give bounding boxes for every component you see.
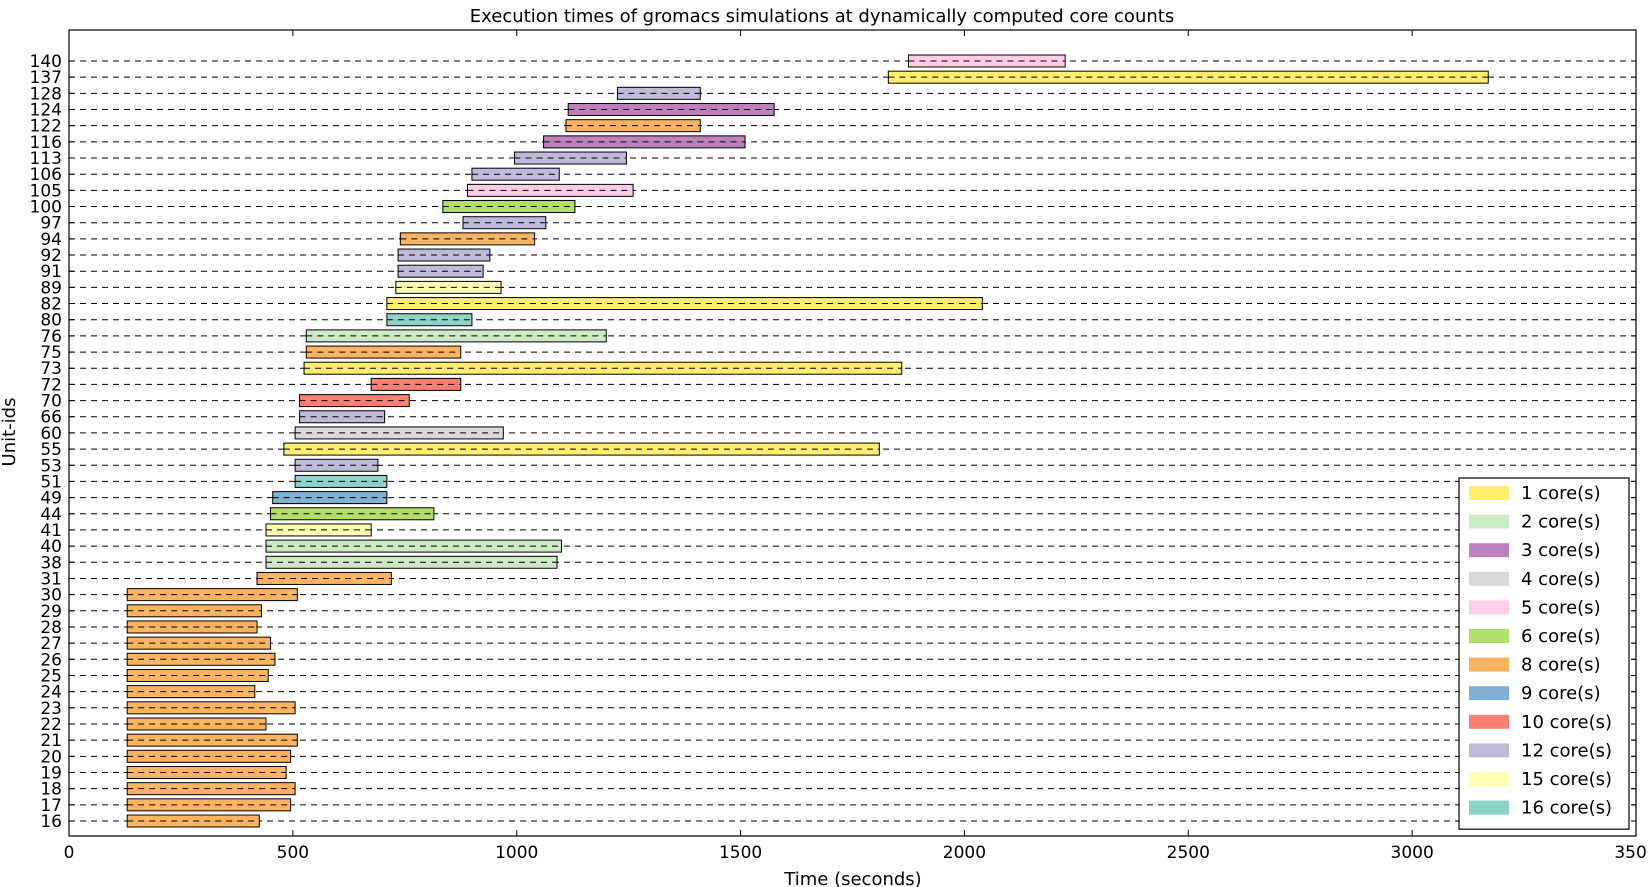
y-tick-label: 49 [40, 489, 62, 509]
y-tick-label: 140 [30, 52, 62, 72]
y-tick-label: 53 [40, 456, 62, 476]
y-tick-label: 26 [40, 650, 62, 670]
legend-label: 6 core(s) [1521, 626, 1601, 647]
y-tick-label: 76 [40, 327, 62, 347]
y-tick-label: 19 [40, 763, 62, 783]
y-tick-label: 124 [30, 101, 62, 121]
y-tick-label: 17 [40, 796, 62, 816]
legend-swatch [1469, 714, 1509, 729]
x-tick-label: 3500 [1614, 843, 1648, 863]
y-tick-label: 20 [40, 747, 62, 767]
legend-swatch [1469, 571, 1509, 586]
y-tick-label: 91 [40, 262, 62, 282]
y-tick-label: 22 [40, 715, 62, 735]
y-tick-label: 80 [40, 311, 62, 331]
x-tick-label: 2000 [943, 843, 986, 863]
y-tick-label: 40 [40, 537, 62, 557]
legend-label: 12 core(s) [1521, 740, 1612, 761]
x-tick-label: 2500 [1167, 843, 1210, 863]
x-tick-label: 0 [64, 843, 75, 863]
bar-unit-24 [126, 685, 256, 699]
y-tick-label: 89 [40, 278, 62, 298]
legend-box [1458, 477, 1630, 830]
y-tick-label: 27 [40, 634, 62, 654]
y-tick-label: 82 [40, 295, 62, 315]
y-tick-label: 60 [40, 424, 62, 444]
legend-label: 3 core(s) [1521, 540, 1601, 561]
legend-swatch [1469, 514, 1509, 529]
legend-swatch [1469, 486, 1509, 500]
legend-swatch [1469, 629, 1509, 643]
y-tick-label: 31 [40, 569, 62, 589]
x-tick-label: 1000 [495, 843, 538, 863]
y-tick-label: 122 [30, 117, 62, 137]
y-tick-label: 92 [40, 246, 62, 266]
y-tick-label: 73 [40, 359, 62, 379]
y-tick-label: 97 [40, 214, 62, 234]
legend-swatch [1469, 600, 1509, 615]
legend-swatch [1469, 686, 1509, 701]
y-tick-label: 106 [30, 165, 62, 185]
y-tick-label: 51 [40, 472, 62, 492]
x-axis-label: Time (seconds) [783, 869, 921, 887]
y-tick-label: 128 [30, 84, 62, 104]
y-tick-label: 16 [40, 812, 62, 832]
x-tick-label: 500 [277, 843, 309, 863]
x-tick-label: 1500 [719, 843, 762, 863]
y-tick-label: 94 [40, 230, 62, 250]
legend-label: 16 core(s) [1521, 798, 1612, 819]
y-tick-label: 137 [30, 68, 62, 88]
y-tick-label: 113 [30, 149, 62, 169]
y-tick-label: 100 [30, 198, 62, 218]
y-tick-label: 30 [40, 586, 62, 606]
y-tick-label: 28 [40, 618, 62, 638]
legend-label: 5 core(s) [1521, 597, 1601, 618]
y-tick-label: 38 [40, 553, 62, 573]
y-tick-label: 105 [30, 181, 62, 201]
y-tick-label: 29 [40, 602, 62, 622]
legend-swatch [1469, 743, 1509, 758]
plot-area: 1617181920212223242526272829303138404144… [30, 29, 1648, 863]
y-tick-label: 55 [40, 440, 62, 460]
y-tick-label: 72 [40, 375, 62, 395]
legend-swatch [1469, 543, 1509, 558]
legend-label: 4 core(s) [1521, 569, 1601, 590]
legend: 1 core(s) 2 core(s) 3 core(s) 4 core(s) 5 co… [1458, 477, 1630, 830]
y-axis-label: Unit-ids [0, 398, 20, 467]
legend-label: 8 core(s) [1521, 655, 1601, 676]
y-tick-label: 44 [40, 505, 62, 525]
legend-swatch [1469, 800, 1509, 815]
y-tick-label: 70 [40, 392, 62, 412]
plot-frame [68, 29, 1637, 837]
legend-swatch [1469, 657, 1509, 672]
y-tick-label: 23 [40, 699, 62, 719]
x-tick-label: 3000 [1391, 843, 1434, 863]
legend-swatch [1469, 772, 1509, 786]
y-tick-label: 116 [30, 133, 62, 153]
y-tick-label: 24 [40, 683, 62, 703]
legend-label: 2 core(s) [1521, 512, 1601, 533]
y-tick-label: 75 [40, 343, 62, 363]
chart-title: Execution times of gromacs simulations a… [470, 6, 1174, 27]
y-tick-label: 66 [40, 408, 62, 428]
legend-label: 1 core(s) [1521, 483, 1601, 504]
legend-label: 10 core(s) [1521, 712, 1612, 733]
y-tick-label: 25 [40, 666, 62, 686]
legend-label: 9 core(s) [1521, 683, 1601, 704]
y-tick-label: 18 [40, 780, 62, 800]
y-tick-label: 41 [40, 521, 62, 541]
legend-label: 15 core(s) [1521, 769, 1612, 790]
y-tick-label: 21 [40, 731, 62, 751]
